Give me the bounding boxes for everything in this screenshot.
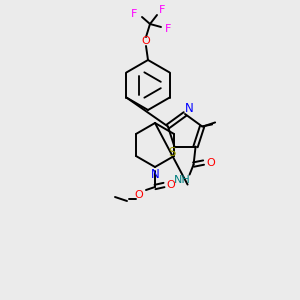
Text: NH: NH bbox=[174, 175, 191, 184]
Text: F: F bbox=[131, 9, 137, 19]
Text: F: F bbox=[159, 5, 165, 15]
Text: S: S bbox=[169, 146, 176, 159]
Text: N: N bbox=[151, 167, 159, 181]
Text: F: F bbox=[165, 24, 171, 34]
Text: O: O bbox=[142, 36, 150, 46]
Text: O: O bbox=[135, 190, 143, 200]
Text: O: O bbox=[167, 180, 176, 190]
Text: N: N bbox=[184, 103, 194, 116]
Text: O: O bbox=[206, 158, 215, 168]
